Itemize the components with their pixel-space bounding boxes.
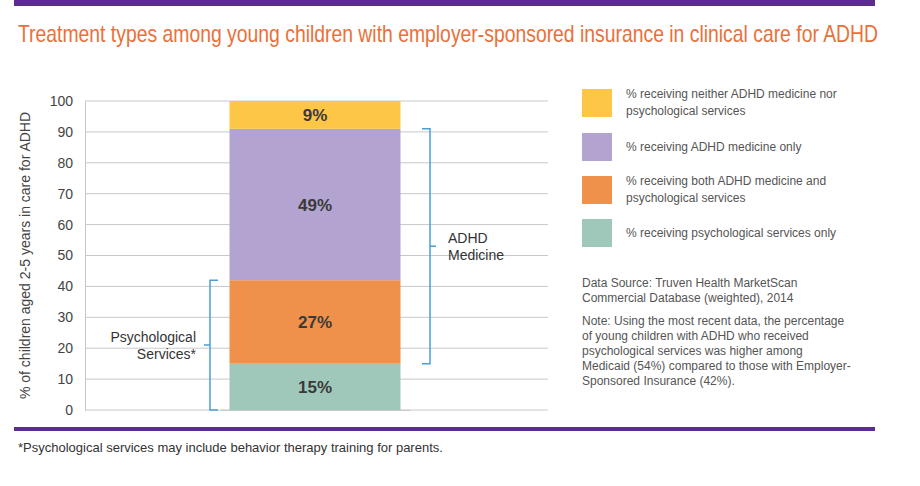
bracket-label: Psychological <box>110 329 196 345</box>
legend-swatch <box>582 133 612 161</box>
y-tick-label: 100 <box>50 93 74 109</box>
y-tick: 20 <box>57 340 85 356</box>
y-axis-line <box>85 102 86 411</box>
source: Data Source: Truven Health MarketScan <box>582 276 797 290</box>
y-tick-label: 40 <box>57 278 73 294</box>
legend-label: % receiving psychological services only <box>626 226 836 240</box>
y-tick-label: 90 <box>57 124 73 140</box>
top-rule <box>14 0 875 6</box>
legend-swatch <box>582 89 612 117</box>
y-tick-label: 70 <box>57 186 73 202</box>
legend-swatch <box>582 176 612 204</box>
bottom-rule <box>14 427 875 431</box>
y-tick: 60 <box>57 217 85 233</box>
note: psychological services was higher among <box>582 344 803 358</box>
footnote: *Psychological services may include beha… <box>18 440 443 455</box>
chart: Treatment types among young children wit… <box>0 0 920 486</box>
data-label: 15% <box>298 378 332 397</box>
y-tick: 90 <box>57 124 85 140</box>
source: Commercial Database (weighted), 2014 <box>582 291 794 305</box>
y-tick: 0 <box>65 402 85 418</box>
data-label: 49% <box>298 196 332 215</box>
bracket-label: Medicine <box>448 247 504 263</box>
title: Treatment types among young children wit… <box>18 20 878 47</box>
legend-label: % receiving neither ADHD medicine norpsy… <box>626 87 837 118</box>
note: Medicaid (54%) compared to those with Em… <box>582 359 851 373</box>
y-tick: 50 <box>57 247 85 263</box>
y-tick-label: 80 <box>57 155 73 171</box>
bracket: ADHDMedicine <box>422 129 504 364</box>
bar-segment <box>230 364 401 410</box>
note: Note: Using the most recent data, the pe… <box>582 314 844 328</box>
bar-segment <box>230 129 401 280</box>
y-tick-label: 0 <box>65 402 73 418</box>
y-tick-label: 20 <box>57 340 73 356</box>
y-tick: 40 <box>57 278 85 294</box>
data-labels: 15% 27% 49% 9% <box>298 106 332 397</box>
legend: % receiving neither ADHD medicine norpsy… <box>582 87 837 247</box>
note: Sponsored Insurance (42%). <box>582 374 735 388</box>
bracket-label: Services* <box>137 346 197 362</box>
y-tick: 100 <box>50 93 85 109</box>
legend-label: % receiving both ADHD medicine andpsycho… <box>626 174 826 205</box>
note: of young children with ADHD who received <box>582 329 809 343</box>
bracket-line <box>204 280 218 410</box>
y-axis-title: % of children aged 2-5 years in care for… <box>17 112 33 399</box>
y-axis: 0 10 20 30 40 50 60 70 80 90 100 <box>50 93 86 418</box>
grid <box>85 101 548 410</box>
x-axis-line <box>221 410 411 411</box>
bar-segment <box>230 280 401 363</box>
data-label: 27% <box>298 313 332 332</box>
bars <box>230 101 401 410</box>
y-tick: 80 <box>57 155 85 171</box>
bar-segment <box>230 101 401 129</box>
y-tick: 30 <box>57 309 85 325</box>
y-tick-label: 60 <box>57 217 73 233</box>
y-tick-label: 30 <box>57 309 73 325</box>
y-tick: 70 <box>57 186 85 202</box>
bracket-label: ADHD <box>448 230 488 246</box>
legend-swatch <box>582 219 612 247</box>
y-tick: 10 <box>57 371 85 387</box>
data-label: 9% <box>303 106 328 125</box>
bracket: PsychologicalServices* <box>110 280 218 410</box>
bracket-line <box>422 129 436 364</box>
notes: Data Source: Truven Health MarketScanCom… <box>582 276 851 388</box>
y-tick-label: 10 <box>57 371 73 387</box>
legend-label: % receiving ADHD medicine only <box>626 140 801 154</box>
y-tick-label: 50 <box>57 247 73 263</box>
